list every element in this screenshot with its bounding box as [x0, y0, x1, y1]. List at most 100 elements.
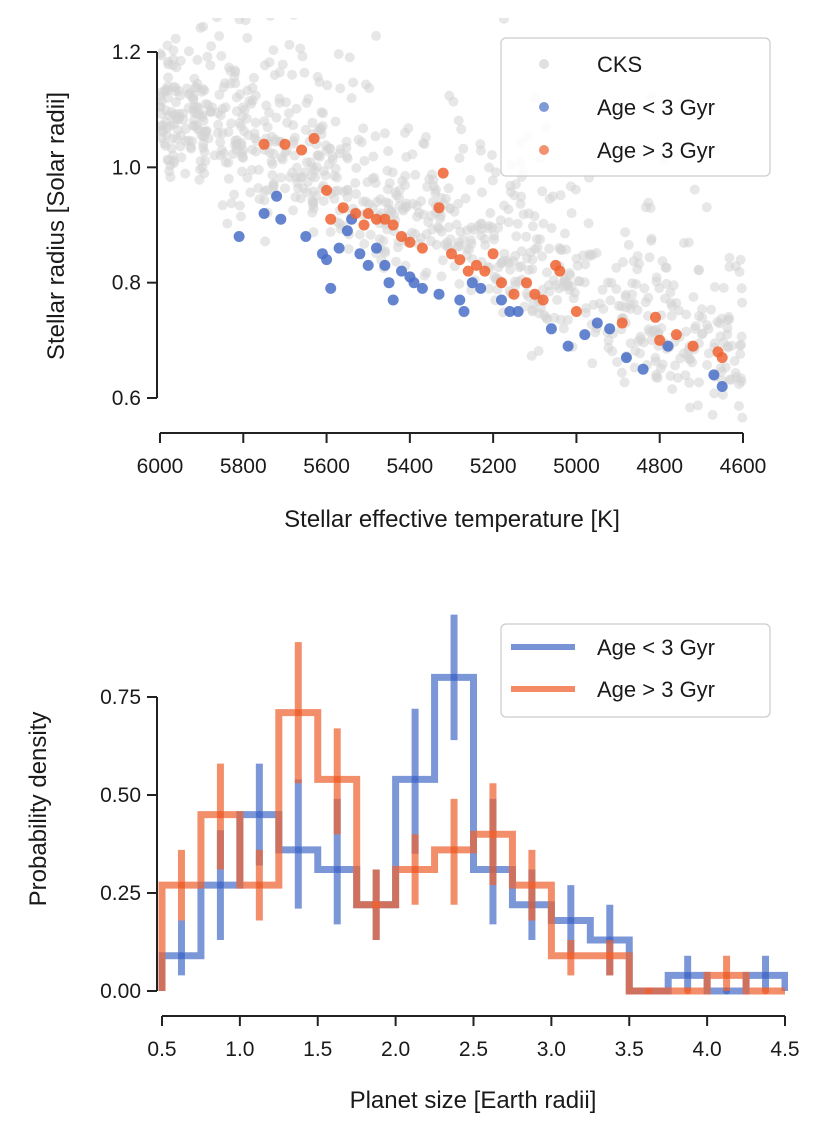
young-star-point [604, 323, 616, 335]
cks-point [290, 192, 301, 203]
cks-point [712, 316, 723, 327]
cks-point [503, 217, 514, 228]
cks-point [158, 101, 166, 112]
cks-point [537, 251, 548, 262]
cks-point [198, 21, 209, 32]
bin-marker-old [255, 881, 263, 889]
bin-marker-young [216, 881, 224, 889]
cks-point [284, 39, 295, 50]
cks-point [737, 297, 748, 308]
young-star-point [271, 190, 283, 202]
cks-point [544, 243, 555, 254]
old-star-point [437, 167, 449, 179]
cks-point [499, 248, 510, 259]
cks-point [706, 304, 716, 315]
cks-point [612, 357, 623, 367]
cks-point [423, 217, 434, 228]
scatter-x-tick-label: 4600 [720, 455, 767, 478]
young-star-point [454, 294, 466, 306]
bin-marker-old [333, 775, 341, 783]
cks-point [180, 168, 191, 179]
old-star-point [716, 352, 728, 364]
cks-point [562, 315, 573, 325]
cks-point [670, 360, 680, 371]
scatter-y-tick-label: 1.2 [112, 41, 141, 64]
cks-point [312, 71, 323, 82]
cks-point [651, 272, 662, 283]
cks-point [650, 352, 661, 363]
cks-point [631, 279, 641, 289]
cks-point [430, 187, 441, 198]
scatter-points [158, 18, 748, 423]
cks-point [643, 292, 654, 303]
cks-point [382, 165, 393, 176]
cks-point [299, 67, 310, 78]
cks-point [368, 151, 379, 162]
cks-point [736, 283, 747, 294]
scatter-axes: 0.6 0.8 1.0 1.2 6000 5800 5600 5400 5200 5000 4800… [112, 41, 767, 478]
cks-point [702, 360, 713, 370]
cks-point [483, 223, 494, 234]
cks-point [726, 340, 737, 351]
old-star-point [416, 242, 428, 254]
cks-point [435, 210, 446, 221]
old-star-point [670, 329, 682, 341]
cks-point [223, 173, 234, 184]
cks-point [555, 244, 566, 255]
cks-point [274, 67, 285, 78]
cks-point [620, 227, 631, 238]
young-star-point [371, 242, 382, 254]
histogram-axes: 0.00 0.25 0.50 0.75 0.5 1.0 1.5 2.0 2.5 3.0 3.5 4.0… [100, 686, 799, 1061]
cks-point [250, 146, 261, 157]
cks-point [350, 178, 361, 189]
cks-point [259, 195, 270, 206]
cks-point [453, 198, 464, 209]
cks-point [671, 298, 682, 308]
cks-point [383, 146, 394, 157]
young-star-point [637, 363, 649, 375]
histogram-y-tick-label: 0.25 [100, 882, 141, 905]
cks-point [271, 112, 282, 123]
cks-point [537, 284, 548, 295]
histogram-x-tick-label: 4.0 [693, 1038, 722, 1061]
cks-point [539, 310, 550, 321]
cks-point [718, 282, 729, 293]
cks-point [566, 208, 577, 219]
cks-point [625, 299, 636, 310]
cks-point [329, 170, 340, 181]
cks-point [342, 184, 353, 195]
cks-point [538, 218, 549, 229]
old-star-point [321, 184, 333, 196]
cks-point [199, 85, 210, 96]
cks-point [170, 97, 181, 108]
old-star-point [454, 254, 466, 266]
cks-point [511, 231, 522, 242]
cks-point [360, 196, 371, 207]
cks-point [192, 54, 203, 65]
cks-point [163, 72, 174, 83]
cks-point [351, 163, 362, 173]
young-star-point [275, 213, 287, 225]
cks-point [341, 136, 352, 147]
cks-point [288, 205, 299, 216]
cks-point [158, 108, 167, 119]
scatter-x-tick-label: 6000 [137, 455, 184, 478]
scatter-x-tick-label: 5800 [220, 455, 267, 478]
cks-point [163, 155, 174, 166]
cks-point [342, 153, 353, 164]
bin-marker-young [450, 673, 458, 681]
bin-marker-old [723, 971, 731, 979]
legend-label-cks: CKS [597, 52, 642, 77]
cks-point [678, 348, 689, 359]
cks-point [443, 183, 454, 194]
cks-point [611, 284, 622, 294]
cks-point [646, 233, 657, 244]
cks-point [616, 367, 627, 378]
old-star-point [371, 213, 382, 225]
cks-point [211, 18, 222, 23]
bin-marker-young [177, 952, 185, 960]
bin-marker-old [294, 709, 302, 717]
cks-point [533, 346, 544, 356]
cks-point [330, 116, 341, 127]
cks-point [358, 123, 369, 134]
